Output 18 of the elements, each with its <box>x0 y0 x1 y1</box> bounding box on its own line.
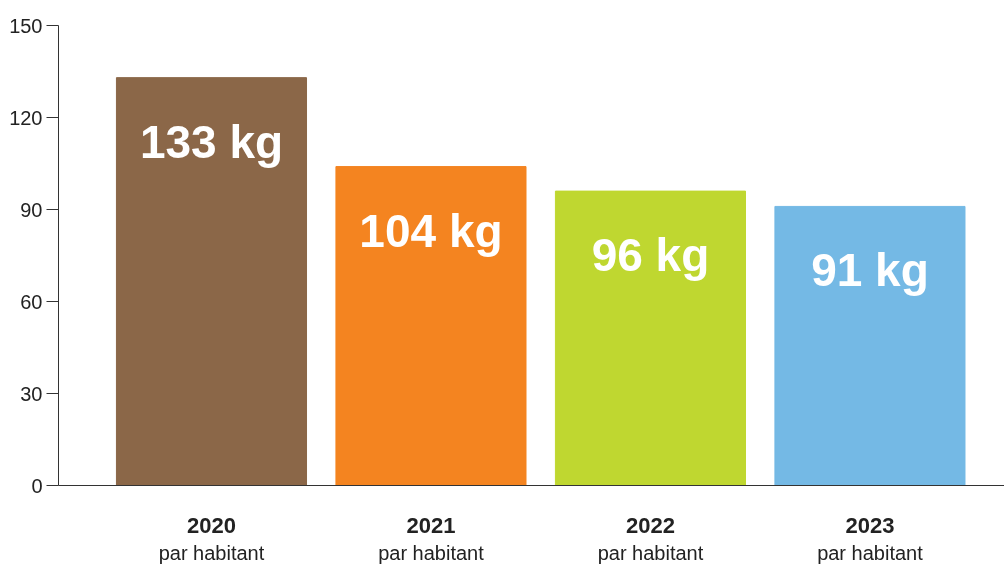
y-tick-label: 150 <box>9 14 43 37</box>
category-label: 2022 par habitant <box>597 512 704 564</box>
y-tick-label: 0 <box>31 474 43 497</box>
data-label: 91 kg <box>811 244 929 297</box>
category-label: 2020 par habitant <box>158 512 265 564</box>
y-tick-label: 120 <box>9 106 43 129</box>
data-label: 96 kg <box>591 229 710 282</box>
bar <box>115 77 308 486</box>
bar <box>774 205 966 486</box>
data-label: 104 kg <box>359 204 503 257</box>
y-tick-label: 90 <box>20 198 43 221</box>
y-tick-label: 60 <box>20 290 43 313</box>
bar <box>335 166 527 486</box>
category-label: 2023 par habitant <box>817 512 923 564</box>
category-label: 2021 par habitant <box>378 512 484 564</box>
data-label: 133 kg <box>139 115 284 168</box>
bar <box>554 190 746 486</box>
y-tick-label: 30 <box>20 382 43 405</box>
